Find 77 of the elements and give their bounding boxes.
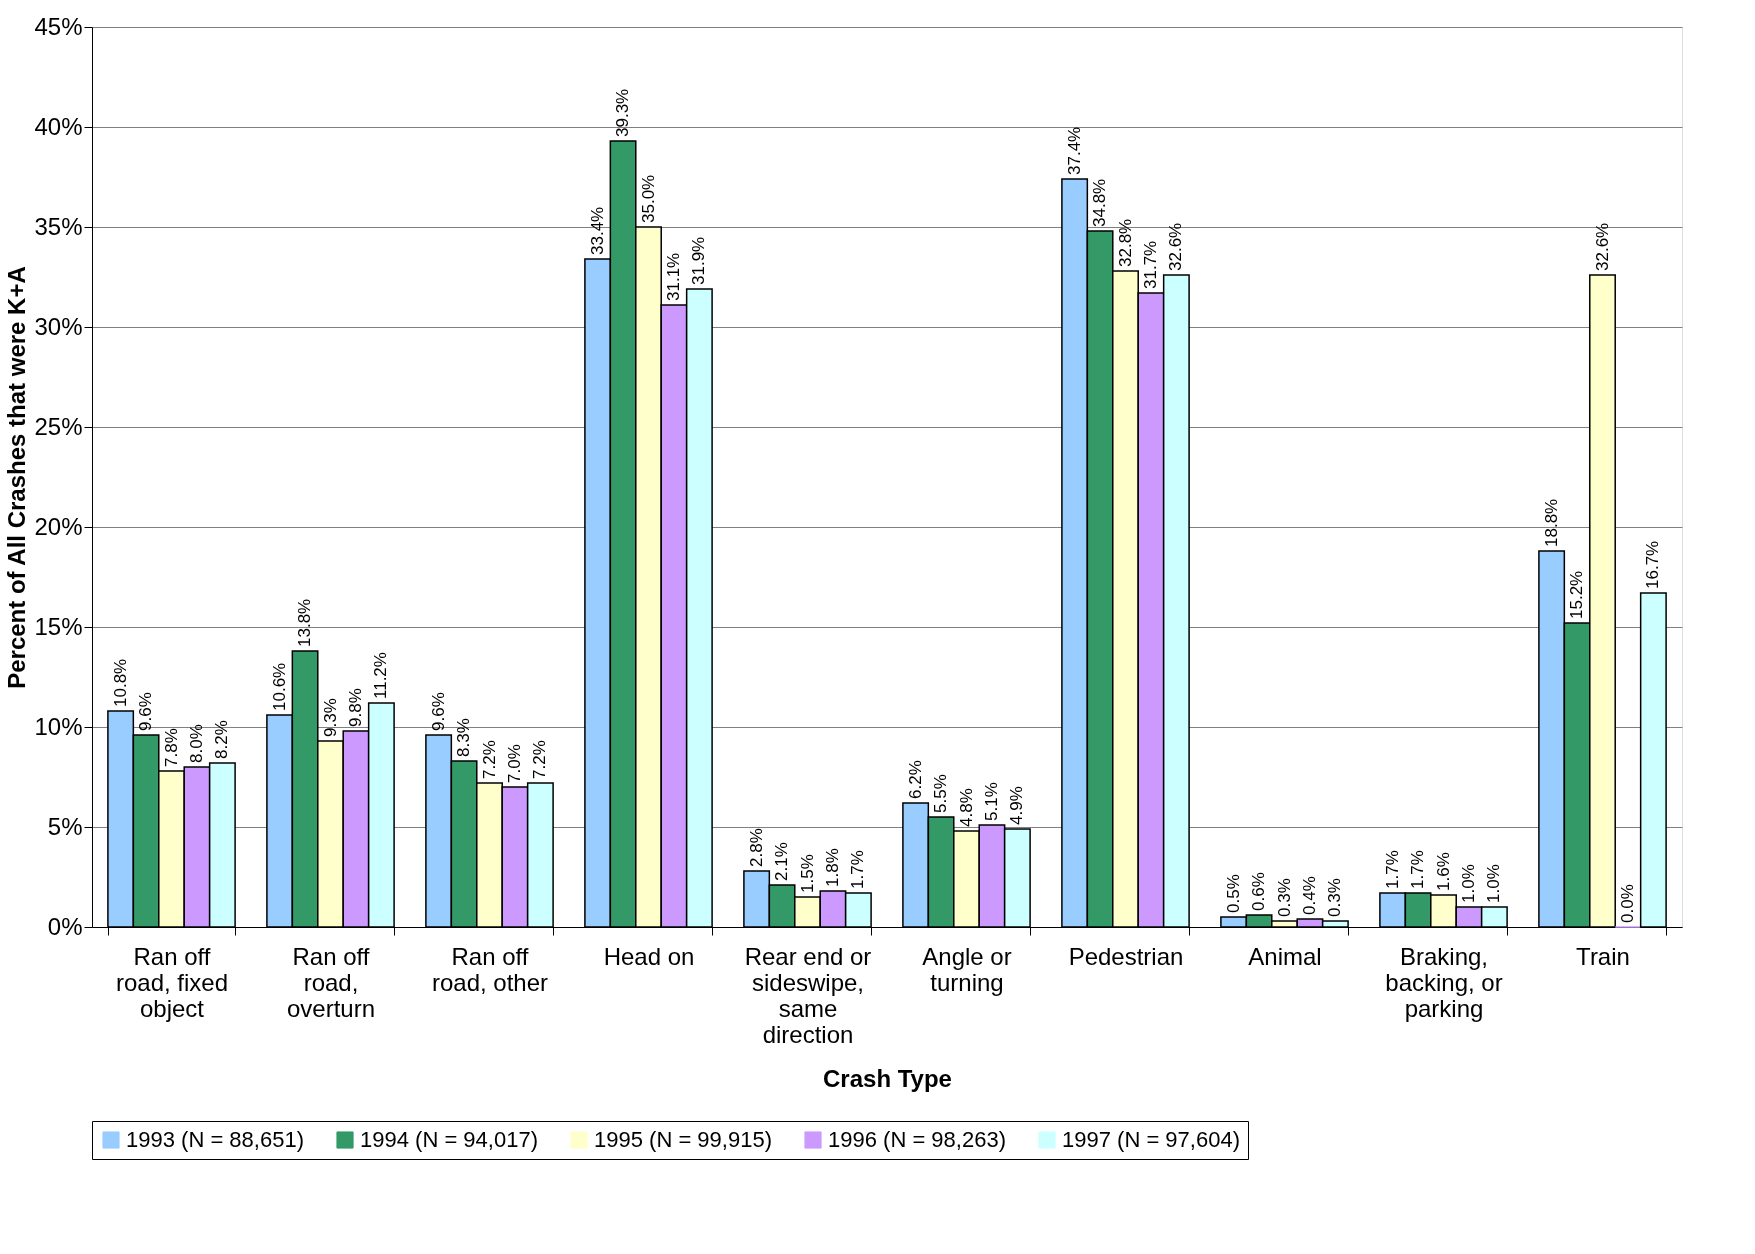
data-label: 5.1% bbox=[981, 782, 1001, 821]
x-tick-label: Animal bbox=[1248, 942, 1322, 970]
data-label: 7.2% bbox=[479, 740, 499, 779]
data-label: 1.6% bbox=[1433, 852, 1453, 891]
data-label: 9.6% bbox=[136, 692, 156, 731]
data-label: 0.5% bbox=[1223, 874, 1243, 913]
data-label: 39.3% bbox=[613, 88, 633, 137]
y-tick-label: 5% bbox=[47, 812, 83, 840]
data-label: 2.8% bbox=[746, 828, 766, 867]
data-label: 7.8% bbox=[161, 728, 181, 767]
data-label: 4.9% bbox=[1007, 786, 1027, 825]
data-label: 8.2% bbox=[212, 720, 232, 759]
data-label: 9.3% bbox=[320, 698, 340, 737]
x-tick-label: Ran off road, other bbox=[431, 942, 549, 996]
x-tick-label: Pedestrian bbox=[1068, 942, 1184, 970]
y-tick-label: 10% bbox=[34, 712, 83, 740]
data-label: 0.0% bbox=[1617, 884, 1637, 923]
x-tick-label: Braking, backing, or parking bbox=[1385, 942, 1503, 1022]
data-label: 6.2% bbox=[905, 760, 925, 799]
legend-label: 1995 (N = 99,915) bbox=[594, 1127, 772, 1152]
data-label: 15.2% bbox=[1567, 570, 1587, 619]
data-label: 33.4% bbox=[587, 206, 607, 255]
data-label: 34.8% bbox=[1090, 178, 1110, 227]
data-label: 18.8% bbox=[1541, 498, 1561, 547]
y-tick-label: 15% bbox=[34, 612, 83, 640]
x-tick-label: Rear end or sideswipe, same direction bbox=[744, 942, 872, 1048]
data-label: 16.7% bbox=[1643, 540, 1663, 589]
data-label: 0.6% bbox=[1249, 872, 1269, 911]
x-tick-label: Ran off road, fixed object bbox=[115, 942, 229, 1022]
data-label: 35.0% bbox=[638, 174, 658, 223]
data-label: 7.0% bbox=[504, 744, 524, 783]
y-tick-label: 45% bbox=[34, 12, 83, 40]
data-label: 1.7% bbox=[848, 850, 868, 889]
x-tick-label: Ran off road, overturn bbox=[286, 942, 376, 1022]
y-tick-label: 0% bbox=[47, 912, 83, 940]
y-tick-label: 30% bbox=[34, 312, 83, 340]
data-label: 7.2% bbox=[530, 740, 550, 779]
data-label: 4.8% bbox=[956, 788, 976, 827]
legend-label: 1994 (N = 94,017) bbox=[360, 1127, 538, 1152]
data-label: 13.8% bbox=[295, 598, 315, 647]
y-axis-title: Percent of All Crashes that were K+A bbox=[3, 266, 31, 689]
data-label: 1.7% bbox=[1408, 850, 1428, 889]
data-label: 1.7% bbox=[1382, 850, 1402, 889]
data-label: 10.8% bbox=[110, 658, 130, 707]
y-tick-label: 40% bbox=[34, 112, 83, 140]
data-label: 9.6% bbox=[428, 692, 448, 731]
data-label: 1.0% bbox=[1458, 864, 1478, 903]
x-tick-label: Train bbox=[1576, 942, 1630, 970]
data-label: 1.0% bbox=[1484, 864, 1504, 903]
legend-label: 1997 (N = 97,604) bbox=[1062, 1127, 1240, 1152]
data-label: 37.4% bbox=[1064, 126, 1084, 175]
data-label: 5.5% bbox=[931, 774, 951, 813]
y-tick-label: 25% bbox=[34, 412, 83, 440]
data-label: 31.9% bbox=[689, 236, 709, 285]
data-label: 0.3% bbox=[1325, 878, 1345, 917]
data-label: 1.5% bbox=[797, 854, 817, 893]
data-label: 32.6% bbox=[1166, 222, 1186, 271]
y-tick-label: 20% bbox=[34, 512, 83, 540]
data-label: 0.3% bbox=[1274, 878, 1294, 917]
data-label: 9.8% bbox=[345, 688, 365, 727]
data-label: 32.8% bbox=[1115, 218, 1135, 267]
data-label: 2.1% bbox=[772, 842, 792, 881]
data-label: 32.6% bbox=[1592, 222, 1612, 271]
data-label: 1.8% bbox=[822, 848, 842, 887]
legend-label: 1996 (N = 98,263) bbox=[828, 1127, 1006, 1152]
data-label: 11.2% bbox=[371, 652, 391, 699]
data-label: 10.6% bbox=[269, 662, 289, 711]
data-label: 8.0% bbox=[186, 724, 206, 763]
data-label: 8.3% bbox=[454, 718, 474, 757]
data-label: 31.1% bbox=[663, 252, 683, 301]
legend-label: 1993 (N = 88,651) bbox=[126, 1127, 304, 1152]
y-tick-label: 35% bbox=[34, 212, 83, 240]
data-label: 0.4% bbox=[1299, 876, 1319, 915]
data-label: 31.7% bbox=[1140, 240, 1160, 289]
x-tick-label: Angle or turning bbox=[922, 942, 1012, 996]
x-tick-label: Head on bbox=[603, 942, 695, 970]
x-axis-title: Crash Type bbox=[823, 1064, 952, 1092]
